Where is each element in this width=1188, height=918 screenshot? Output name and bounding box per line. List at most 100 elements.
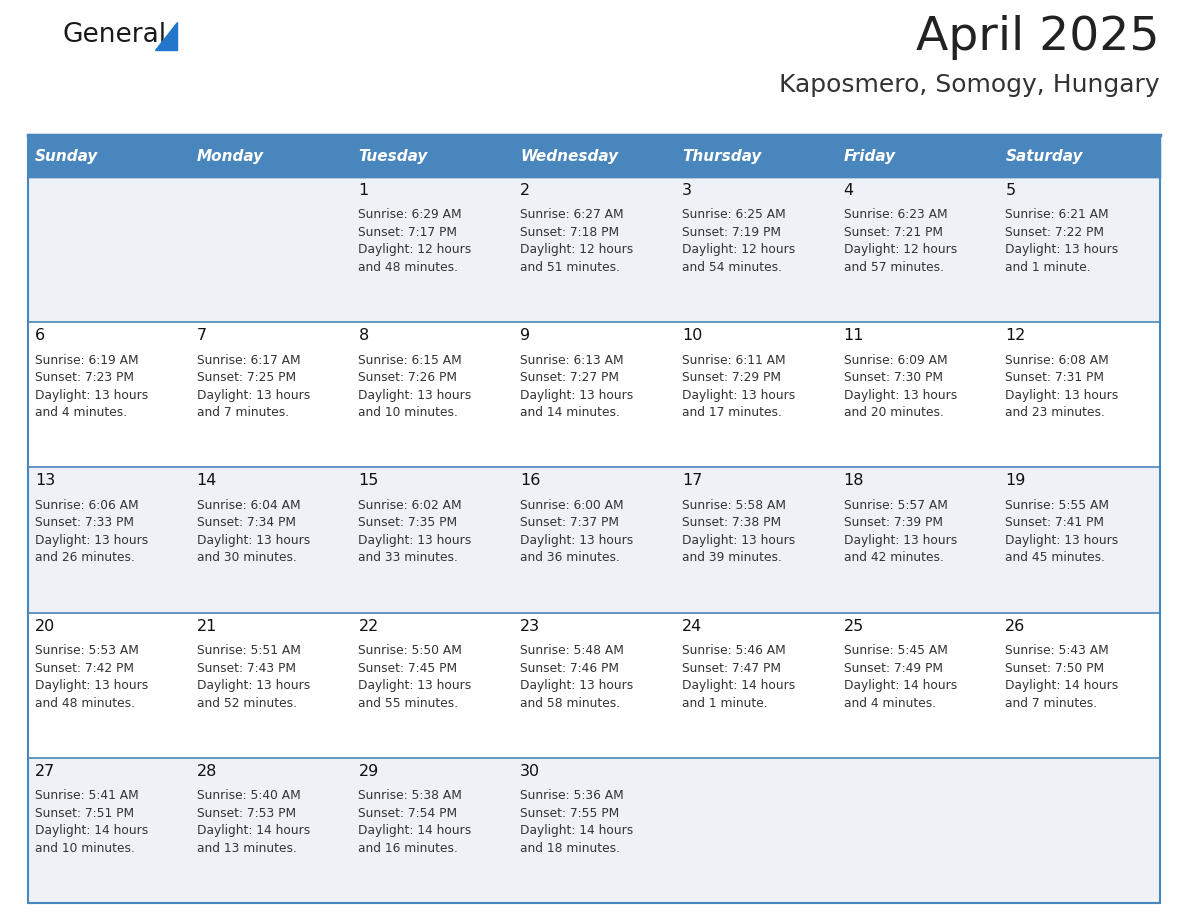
Text: Daylight: 12 hours: Daylight: 12 hours <box>682 243 795 256</box>
Text: General: General <box>63 22 168 48</box>
Text: 26: 26 <box>1005 619 1025 633</box>
Text: and 48 minutes.: and 48 minutes. <box>359 261 459 274</box>
Text: and 13 minutes.: and 13 minutes. <box>197 842 297 855</box>
Text: and 20 minutes.: and 20 minutes. <box>843 406 943 420</box>
Text: Sunset: 7:30 PM: Sunset: 7:30 PM <box>843 371 942 385</box>
Text: Sunset: 7:19 PM: Sunset: 7:19 PM <box>682 226 781 239</box>
Text: Sunrise: 5:41 AM: Sunrise: 5:41 AM <box>34 789 139 802</box>
Text: and 18 minutes.: and 18 minutes. <box>520 842 620 855</box>
Bar <box>29 322 1159 467</box>
Text: Sunset: 7:34 PM: Sunset: 7:34 PM <box>197 517 296 530</box>
Text: Sunset: 7:29 PM: Sunset: 7:29 PM <box>682 371 781 385</box>
Text: Daylight: 13 hours: Daylight: 13 hours <box>34 388 148 402</box>
Text: 28: 28 <box>197 764 217 778</box>
Text: and 54 minutes.: and 54 minutes. <box>682 261 782 274</box>
Text: Sunrise: 6:15 AM: Sunrise: 6:15 AM <box>359 353 462 366</box>
Text: Sunrise: 6:04 AM: Sunrise: 6:04 AM <box>197 498 301 512</box>
Text: Sunset: 7:35 PM: Sunset: 7:35 PM <box>359 517 457 530</box>
Text: Sunrise: 5:53 AM: Sunrise: 5:53 AM <box>34 644 139 657</box>
Text: Daylight: 13 hours: Daylight: 13 hours <box>197 679 310 692</box>
Text: Sunset: 7:55 PM: Sunset: 7:55 PM <box>520 807 619 820</box>
Text: Sunrise: 5:38 AM: Sunrise: 5:38 AM <box>359 789 462 802</box>
Text: Sunset: 7:49 PM: Sunset: 7:49 PM <box>843 662 942 675</box>
Text: 19: 19 <box>1005 474 1025 488</box>
Text: Daylight: 14 hours: Daylight: 14 hours <box>197 824 310 837</box>
Text: 18: 18 <box>843 474 864 488</box>
Text: Sunrise: 6:23 AM: Sunrise: 6:23 AM <box>843 208 947 221</box>
Text: and 33 minutes.: and 33 minutes. <box>359 552 459 565</box>
Text: Daylight: 13 hours: Daylight: 13 hours <box>843 388 956 402</box>
Text: 30: 30 <box>520 764 541 778</box>
Text: 22: 22 <box>359 619 379 633</box>
Text: Sunset: 7:18 PM: Sunset: 7:18 PM <box>520 226 619 239</box>
Text: 27: 27 <box>34 764 56 778</box>
Text: and 7 minutes.: and 7 minutes. <box>1005 697 1098 710</box>
Text: Kaposmero, Somogy, Hungary: Kaposmero, Somogy, Hungary <box>779 73 1159 97</box>
Text: Daylight: 13 hours: Daylight: 13 hours <box>359 388 472 402</box>
Text: and 1 minute.: and 1 minute. <box>682 697 767 710</box>
Text: and 14 minutes.: and 14 minutes. <box>520 406 620 420</box>
Text: Sunset: 7:51 PM: Sunset: 7:51 PM <box>34 807 134 820</box>
Text: Sunset: 7:21 PM: Sunset: 7:21 PM <box>843 226 942 239</box>
Text: 3: 3 <box>682 183 691 198</box>
Text: and 16 minutes.: and 16 minutes. <box>359 842 459 855</box>
Text: Daylight: 13 hours: Daylight: 13 hours <box>682 388 795 402</box>
Bar <box>29 612 1159 757</box>
Text: and 52 minutes.: and 52 minutes. <box>197 697 297 710</box>
Text: 21: 21 <box>197 619 217 633</box>
Text: Sunrise: 5:50 AM: Sunrise: 5:50 AM <box>359 644 462 657</box>
Text: and 30 minutes.: and 30 minutes. <box>197 552 297 565</box>
Text: Sunrise: 6:21 AM: Sunrise: 6:21 AM <box>1005 208 1108 221</box>
Text: Daylight: 14 hours: Daylight: 14 hours <box>1005 679 1119 692</box>
Text: Friday: Friday <box>843 149 896 163</box>
Bar <box>29 467 1159 612</box>
Text: 29: 29 <box>359 764 379 778</box>
Text: Sunrise: 6:13 AM: Sunrise: 6:13 AM <box>520 353 624 366</box>
Text: and 36 minutes.: and 36 minutes. <box>520 552 620 565</box>
Text: Sunrise: 6:27 AM: Sunrise: 6:27 AM <box>520 208 624 221</box>
Text: Daylight: 13 hours: Daylight: 13 hours <box>34 679 148 692</box>
Text: 11: 11 <box>843 329 864 343</box>
Text: 15: 15 <box>359 474 379 488</box>
Text: 23: 23 <box>520 619 541 633</box>
Text: Daylight: 14 hours: Daylight: 14 hours <box>520 824 633 837</box>
Text: Sunset: 7:47 PM: Sunset: 7:47 PM <box>682 662 781 675</box>
Text: 8: 8 <box>359 329 368 343</box>
Text: 12: 12 <box>1005 329 1025 343</box>
Text: and 55 minutes.: and 55 minutes. <box>359 697 459 710</box>
Text: Sunset: 7:25 PM: Sunset: 7:25 PM <box>197 371 296 385</box>
Text: Wednesday: Wednesday <box>520 149 618 163</box>
Text: Sunset: 7:38 PM: Sunset: 7:38 PM <box>682 517 781 530</box>
Text: and 4 minutes.: and 4 minutes. <box>843 697 936 710</box>
Text: Sunset: 7:37 PM: Sunset: 7:37 PM <box>520 517 619 530</box>
Text: Daylight: 13 hours: Daylight: 13 hours <box>520 679 633 692</box>
Text: Sunset: 7:50 PM: Sunset: 7:50 PM <box>1005 662 1105 675</box>
Text: and 23 minutes.: and 23 minutes. <box>1005 406 1105 420</box>
Text: and 57 minutes.: and 57 minutes. <box>843 261 943 274</box>
Text: Sunset: 7:17 PM: Sunset: 7:17 PM <box>359 226 457 239</box>
Text: 7: 7 <box>197 329 207 343</box>
Text: Daylight: 14 hours: Daylight: 14 hours <box>682 679 795 692</box>
Text: and 45 minutes.: and 45 minutes. <box>1005 552 1105 565</box>
Bar <box>29 135 1159 903</box>
Text: 2: 2 <box>520 183 530 198</box>
Text: and 39 minutes.: and 39 minutes. <box>682 552 782 565</box>
Text: Sunrise: 5:36 AM: Sunrise: 5:36 AM <box>520 789 624 802</box>
Text: 24: 24 <box>682 619 702 633</box>
Text: Sunrise: 6:08 AM: Sunrise: 6:08 AM <box>1005 353 1110 366</box>
Text: Sunset: 7:31 PM: Sunset: 7:31 PM <box>1005 371 1105 385</box>
Text: and 58 minutes.: and 58 minutes. <box>520 697 620 710</box>
Polygon shape <box>154 22 177 50</box>
Text: 9: 9 <box>520 329 530 343</box>
Text: Daylight: 13 hours: Daylight: 13 hours <box>197 388 310 402</box>
Text: and 26 minutes.: and 26 minutes. <box>34 552 135 565</box>
Text: 20: 20 <box>34 619 56 633</box>
Text: Sunrise: 6:25 AM: Sunrise: 6:25 AM <box>682 208 785 221</box>
Text: Sunset: 7:43 PM: Sunset: 7:43 PM <box>197 662 296 675</box>
Text: Daylight: 13 hours: Daylight: 13 hours <box>843 534 956 547</box>
Bar <box>29 177 1159 322</box>
Text: Sunset: 7:42 PM: Sunset: 7:42 PM <box>34 662 134 675</box>
Text: Sunset: 7:46 PM: Sunset: 7:46 PM <box>520 662 619 675</box>
Text: Daylight: 13 hours: Daylight: 13 hours <box>34 534 148 547</box>
Text: and 48 minutes.: and 48 minutes. <box>34 697 135 710</box>
